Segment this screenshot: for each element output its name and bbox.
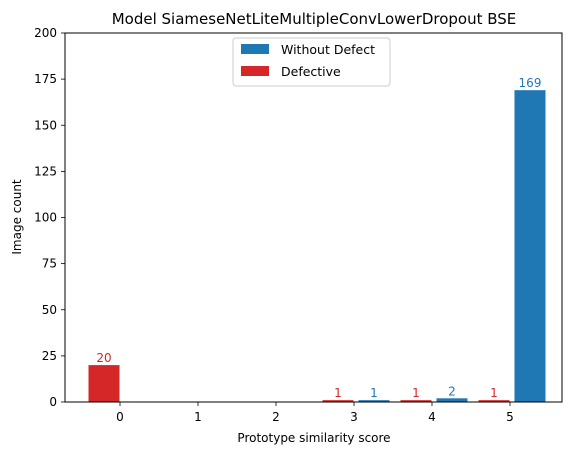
chart-title: Model SiameseNetLiteMultipleConvLowerDro… bbox=[112, 10, 517, 28]
data-label-s1-c5: 1 bbox=[490, 386, 498, 400]
legend-swatch-defective bbox=[241, 66, 269, 76]
plot-area: 1 2 169 20 1 1 1 bbox=[88, 76, 546, 402]
legend-label-defective: Defective bbox=[281, 64, 341, 79]
bar-s1-c3 bbox=[322, 400, 354, 402]
legend-box bbox=[232, 37, 391, 87]
x-tick-label-1: 1 bbox=[194, 410, 202, 424]
y-tick-label-3: 75 bbox=[42, 257, 57, 271]
data-label-s1-c0: 20 bbox=[96, 351, 111, 365]
data-label-s1-c4: 1 bbox=[412, 386, 420, 400]
legend-swatch-without-defect bbox=[241, 44, 269, 54]
data-label-s0-c5: 169 bbox=[519, 76, 542, 90]
x-tick-label-0: 0 bbox=[116, 410, 124, 424]
y-tick-label-4: 100 bbox=[34, 211, 57, 225]
x-tick-label-3: 3 bbox=[350, 410, 358, 424]
data-label-s1-c3: 1 bbox=[334, 386, 342, 400]
bar-s1-c4 bbox=[400, 400, 432, 402]
y-tick-label-0: 0 bbox=[49, 395, 57, 409]
bar-s0-c5 bbox=[514, 90, 546, 402]
bar-s0-c4 bbox=[436, 398, 468, 402]
legend-label-without-defect: Without Defect bbox=[281, 42, 375, 57]
y-tick-label-6: 150 bbox=[34, 118, 57, 132]
y-axis: 0 25 50 75 100 125 150 175 200 bbox=[34, 26, 65, 409]
y-axis-label: Image count bbox=[10, 179, 24, 255]
x-axis: 0 1 2 3 4 5 bbox=[116, 402, 514, 424]
bar-s1-c0 bbox=[88, 365, 120, 402]
y-tick-label-8: 200 bbox=[34, 26, 57, 40]
y-tick-label-2: 50 bbox=[42, 303, 57, 317]
bar-s0-c3 bbox=[358, 400, 390, 402]
y-tick-label-5: 125 bbox=[34, 164, 57, 178]
x-tick-label-4: 4 bbox=[428, 410, 436, 424]
y-tick-label-7: 175 bbox=[34, 72, 57, 86]
data-label-s0-c4: 2 bbox=[448, 384, 456, 398]
plot-frame bbox=[64, 32, 563, 403]
legend: Without Defect Defective bbox=[232, 37, 391, 87]
y-tick-label-1: 25 bbox=[42, 349, 57, 363]
bar-s1-c5 bbox=[478, 400, 510, 402]
x-tick-label-2: 2 bbox=[272, 410, 280, 424]
data-label-s0-c3: 1 bbox=[370, 386, 378, 400]
x-tick-label-5: 5 bbox=[506, 410, 514, 424]
x-axis-label: Prototype similarity score bbox=[237, 431, 390, 445]
